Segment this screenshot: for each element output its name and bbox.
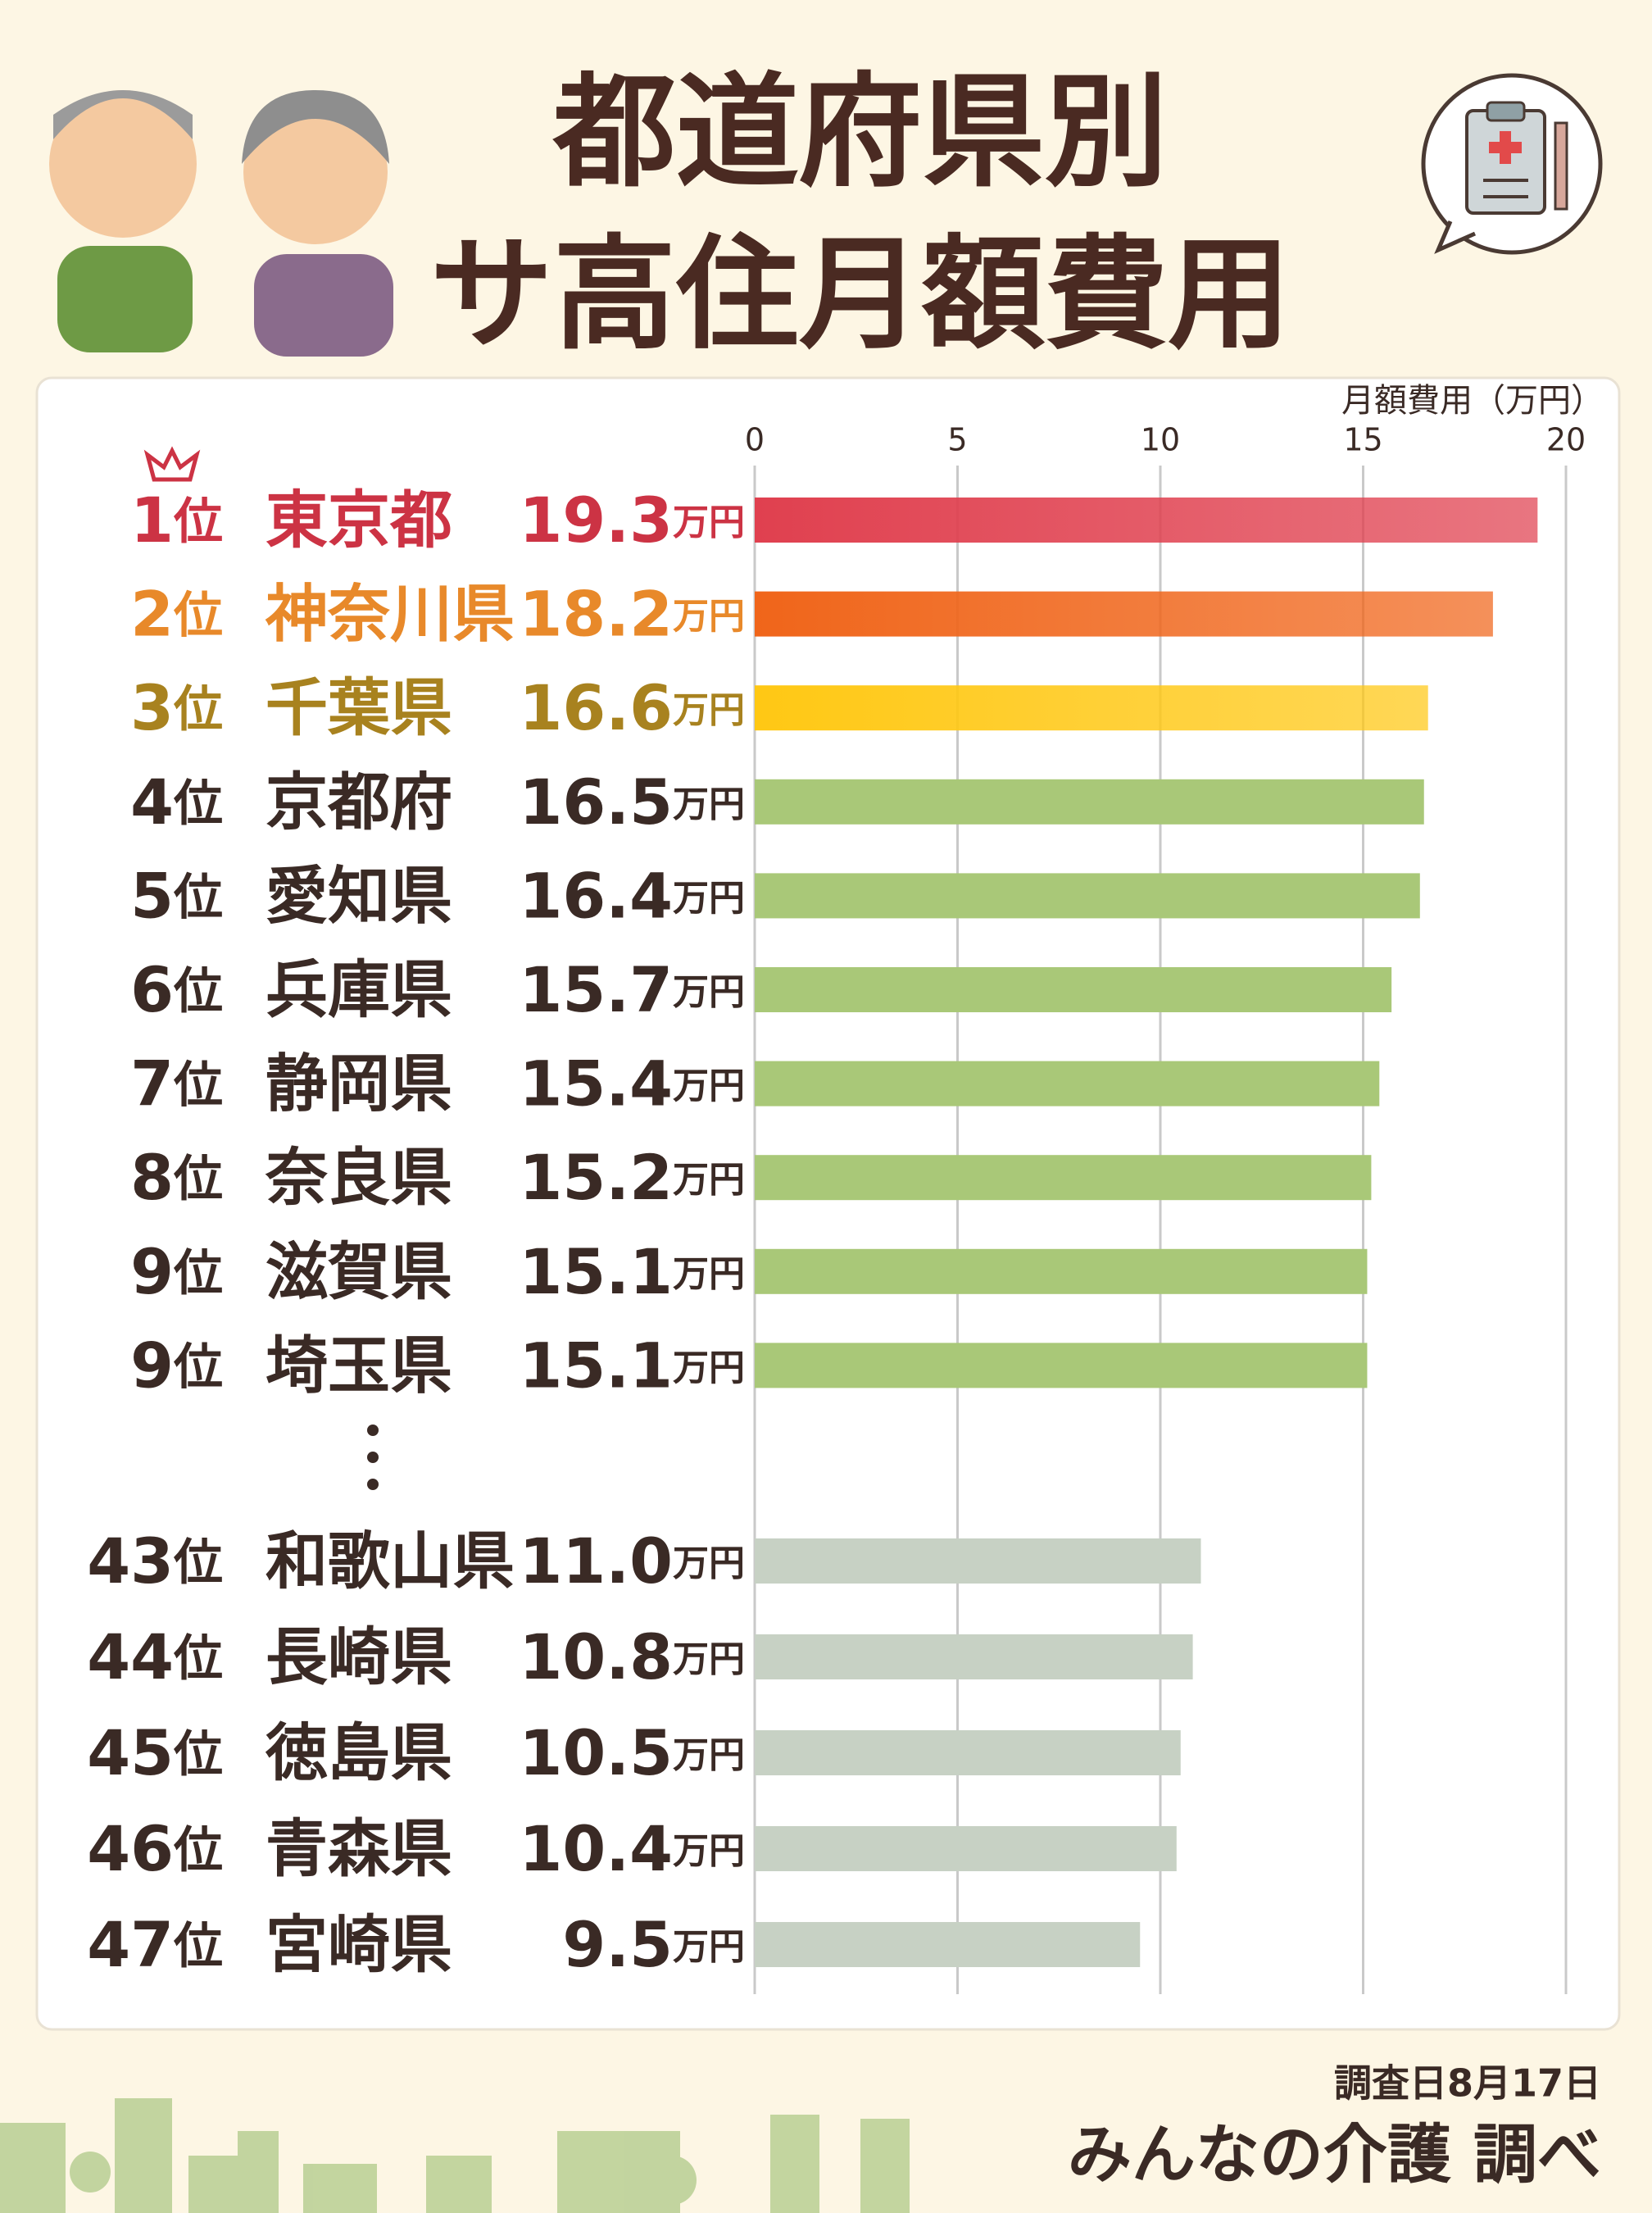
x-tick-label: 5 (947, 422, 967, 458)
x-tick-label: 20 (1546, 422, 1586, 458)
value-label: 15.4万円 (519, 1047, 745, 1120)
rank-label: 43位 (87, 1525, 223, 1597)
category-label: 千葉県 (266, 671, 452, 744)
bar (755, 779, 1424, 825)
bar (755, 1538, 1201, 1584)
category-label: 奈良県 (265, 1141, 452, 1214)
illustration (49, 90, 393, 357)
rank-label: 4位 (130, 766, 223, 838)
category-label: 京都府 (266, 766, 452, 838)
category-label: 宮崎県 (266, 1908, 452, 1981)
value-label: 10.4万円 (519, 1812, 745, 1885)
source: みんなの介護 調べ (1068, 2118, 1601, 2192)
rank-label: 8位 (130, 1141, 223, 1214)
value-label: 15.7万円 (519, 953, 745, 1026)
category-label: 愛知県 (266, 859, 452, 932)
value-label: 10.8万円 (519, 1620, 745, 1693)
bar (755, 1061, 1380, 1106)
value-label: 16.5万円 (519, 766, 745, 838)
bar (755, 591, 1493, 637)
category-label: 埼玉県 (266, 1329, 452, 1402)
x-tick-label: 0 (745, 422, 765, 458)
rank-label: 7位 (130, 1047, 223, 1120)
category-label: 静岡県 (266, 1047, 452, 1120)
chart-title: サ高住月額費用 (430, 224, 1291, 366)
x-tick-label: 15 (1343, 422, 1382, 458)
rank-label: 3位 (130, 671, 223, 744)
value-label: 18.2万円 (519, 578, 745, 651)
bar (755, 1155, 1372, 1201)
category-label: 兵庫県 (266, 953, 452, 1026)
bar (755, 1248, 1368, 1294)
bar (755, 873, 1420, 919)
value-label: 19.3万円 (519, 484, 745, 557)
category-label: 滋賀県 (266, 1235, 452, 1308)
rank-label: 45位 (87, 1716, 223, 1789)
rank-label: 5位 (130, 859, 223, 932)
x-axis-label: 月額費用（万円） (1341, 382, 1604, 420)
survey-date: 調査日8月17日 (1334, 2061, 1601, 2106)
value-label: 15.1万円 (519, 1329, 745, 1402)
bar (755, 967, 1392, 1012)
bar (755, 1922, 1141, 1967)
value-label: 15.1万円 (519, 1235, 745, 1308)
category-label: 東京都 (266, 484, 452, 557)
chart-title: 都道府県別 (552, 61, 1168, 204)
rank-label: 6位 (130, 953, 223, 1026)
x-tick-label: 10 (1141, 422, 1180, 458)
value-label: 16.6万円 (519, 671, 745, 744)
rank-label: 9位 (130, 1329, 223, 1402)
bar (755, 498, 1538, 543)
clipboard-icon (1421, 73, 1603, 255)
rank-label: 46位 (87, 1812, 223, 1885)
bar (755, 1343, 1368, 1388)
value-label: 15.2万円 (519, 1141, 745, 1214)
category-label: 神奈川県 (265, 578, 515, 651)
category-label: 青森県 (266, 1812, 452, 1885)
bar (755, 1730, 1181, 1775)
rank-label: 9位 (130, 1235, 223, 1308)
rank-label: 2位 (130, 578, 223, 651)
bar (755, 1634, 1193, 1679)
rank-label: 1位 (130, 484, 223, 557)
value-label: 11.0万円 (519, 1525, 745, 1597)
rank-label: 44位 (87, 1620, 223, 1693)
value-label: 16.4万円 (519, 859, 745, 932)
category-label: 和歌山県 (266, 1525, 515, 1597)
value-label: 10.5万円 (519, 1716, 745, 1789)
category-label: 長崎県 (266, 1620, 452, 1693)
category-label: 徳島県 (265, 1716, 452, 1789)
bar (755, 1826, 1177, 1871)
ellipsis (367, 1425, 379, 1490)
value-label: 9.5万円 (562, 1908, 745, 1981)
crown-icon (143, 446, 201, 482)
rank-label: 47位 (87, 1908, 223, 1981)
bar (755, 685, 1428, 731)
skyline (0, 2098, 910, 2213)
